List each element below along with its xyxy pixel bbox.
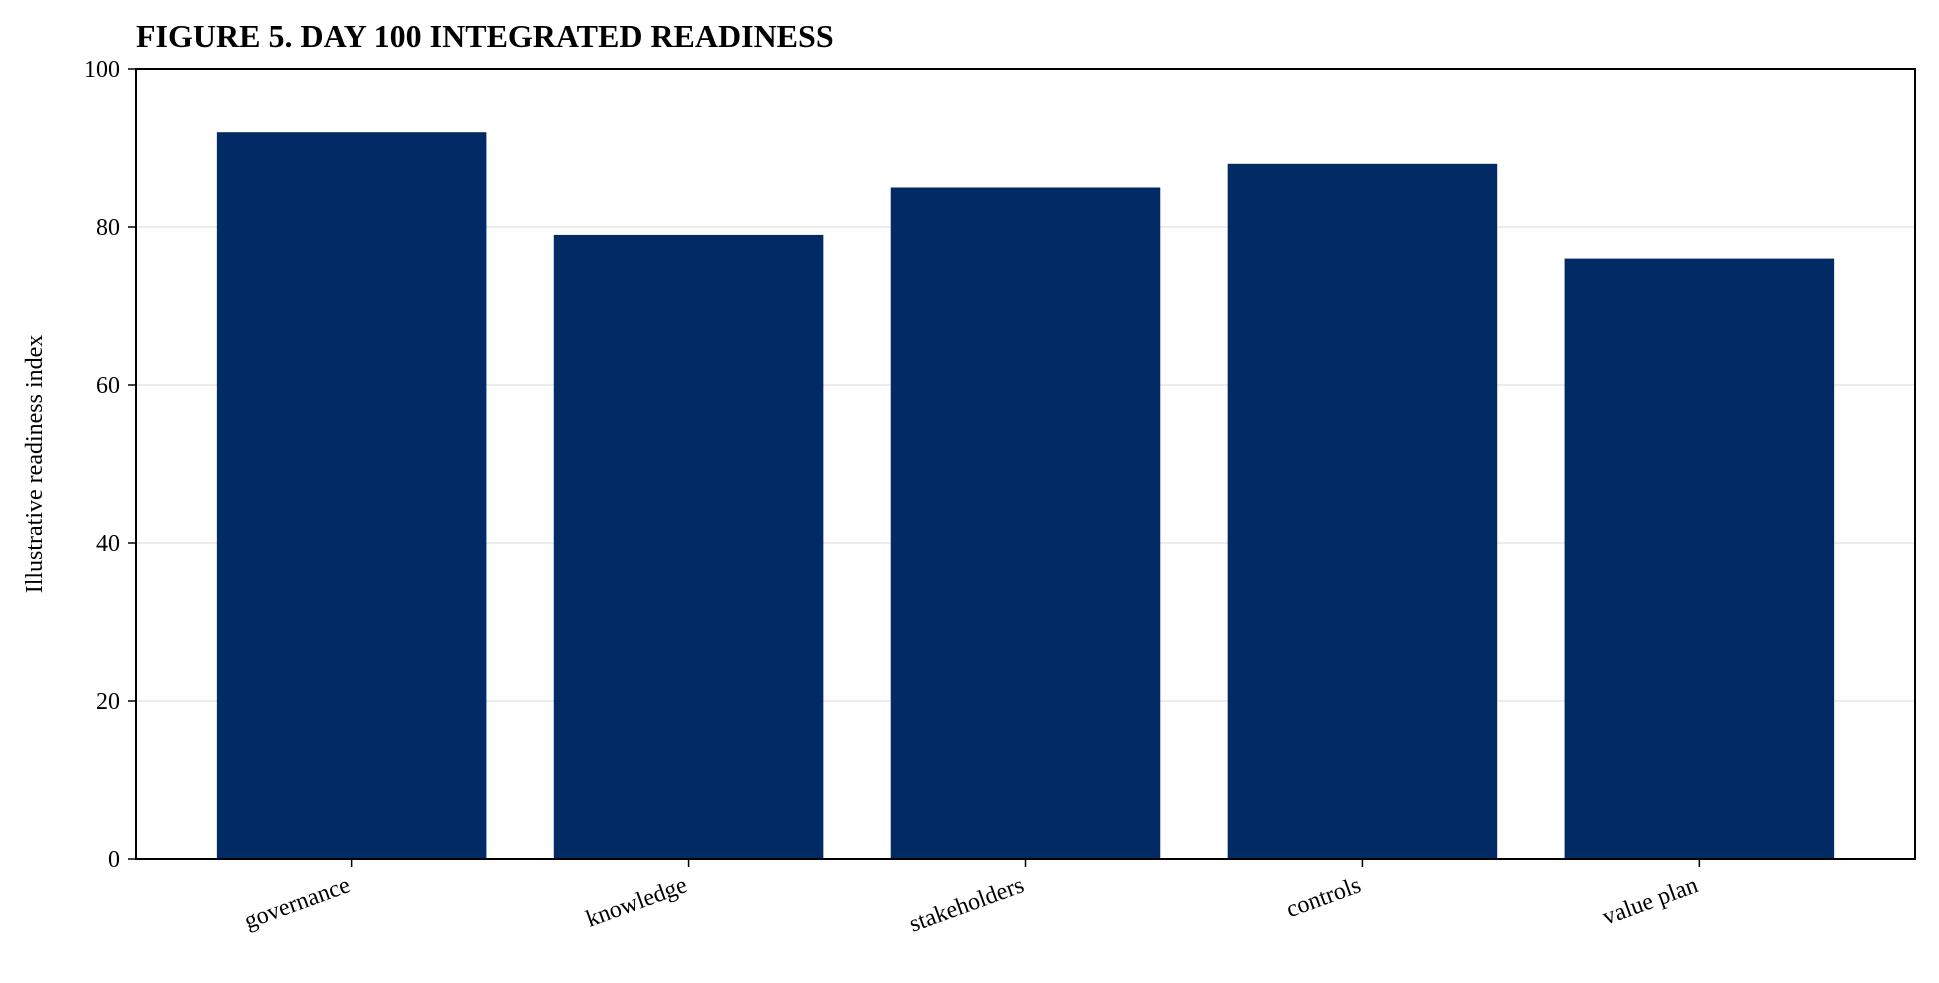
bar <box>890 187 1161 859</box>
y-tick-label: 20 <box>96 689 120 715</box>
x-tick-label: stakeholders <box>906 872 1028 937</box>
bar <box>216 132 487 859</box>
x-tick-label: value plan <box>1599 872 1701 930</box>
chart-title: FIGURE 5. DAY 100 INTEGRATED READINESS <box>136 18 834 54</box>
bar <box>1564 258 1835 860</box>
plot-frame <box>135 68 1916 860</box>
x-tick-label: controls <box>1283 872 1365 923</box>
y-tick-label: 0 <box>108 847 120 873</box>
y-tick-label: 60 <box>96 373 120 399</box>
y-tick-label: 100 <box>84 57 120 83</box>
y-tick-label: 80 <box>96 215 120 241</box>
x-tick-label: governance <box>241 872 354 934</box>
bar <box>553 234 824 859</box>
bar <box>1227 163 1498 860</box>
y-axis-label: Illustrative readiness index <box>22 335 48 594</box>
x-tick-label: knowledge <box>583 872 691 932</box>
y-tick-label: 40 <box>96 531 120 557</box>
